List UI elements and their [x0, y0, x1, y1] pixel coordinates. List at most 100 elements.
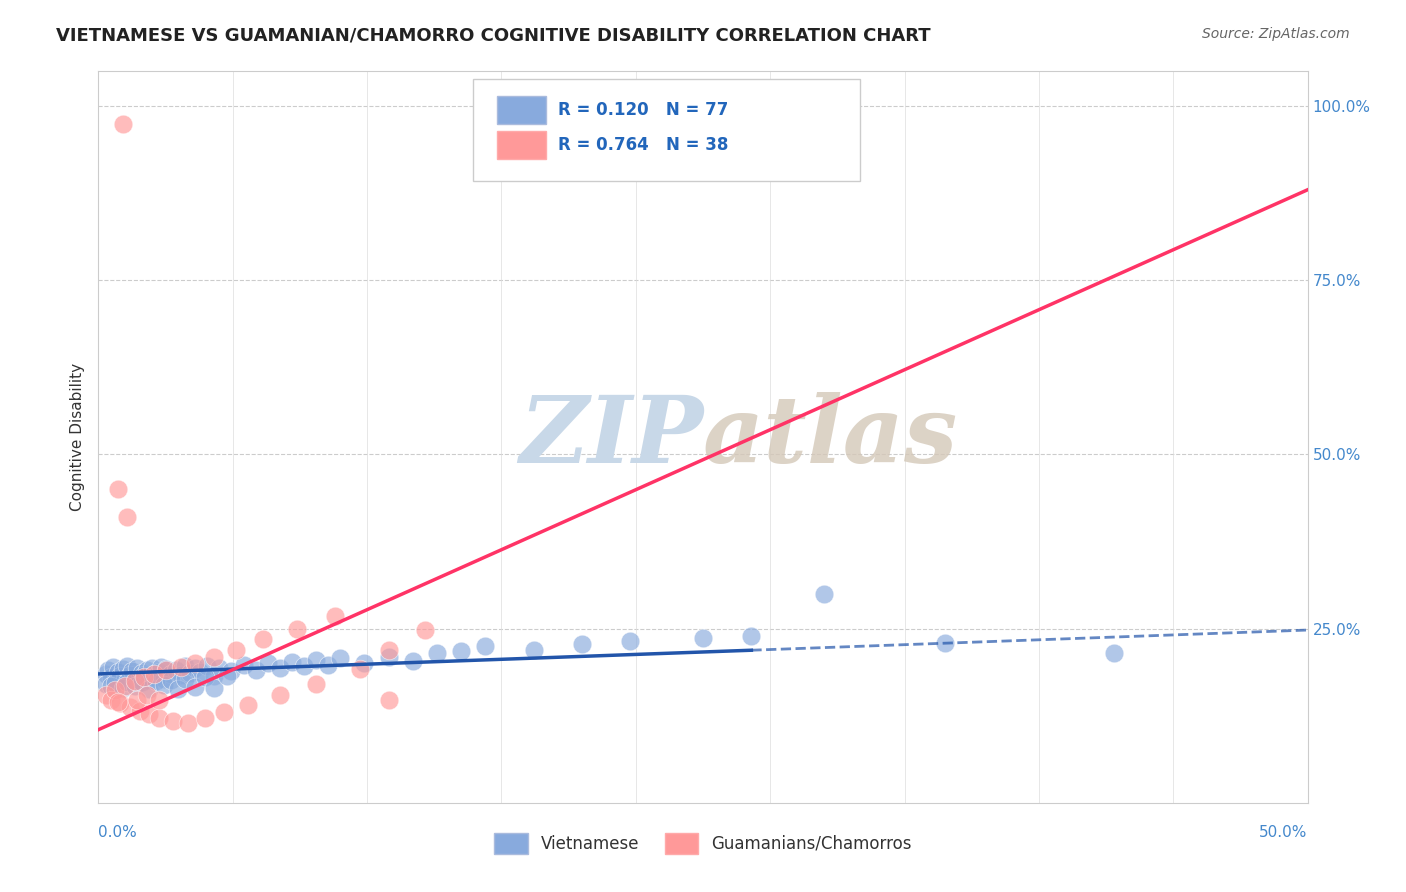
Point: [141, 661, 163, 675]
Point: [1102, 646, 1125, 660]
Point: [208, 660, 231, 674]
Text: 0.0%: 0.0%: [98, 825, 138, 839]
Point: [107, 483, 129, 497]
Point: [128, 704, 150, 718]
Point: [245, 663, 267, 677]
Point: [160, 667, 183, 681]
Point: [100, 679, 122, 693]
Point: [571, 637, 593, 651]
Point: [117, 510, 139, 524]
Point: [127, 660, 149, 674]
Point: [174, 672, 197, 686]
Point: [167, 681, 190, 696]
Point: [165, 664, 187, 678]
Point: [204, 669, 226, 683]
Point: [184, 657, 207, 671]
Point: [117, 675, 139, 690]
Point: [138, 673, 160, 687]
Point: [124, 673, 146, 688]
Point: [285, 622, 308, 636]
Point: [221, 664, 243, 678]
Point: [131, 674, 153, 689]
Point: [148, 665, 170, 679]
Point: [143, 670, 166, 684]
Point: [619, 634, 641, 648]
Point: [353, 656, 375, 670]
Point: [104, 676, 127, 690]
Point: [349, 662, 371, 676]
Point: [269, 688, 291, 702]
Point: [117, 659, 139, 673]
Point: [377, 692, 399, 706]
Point: [316, 657, 339, 672]
Point: [107, 695, 129, 709]
Point: [111, 117, 134, 131]
Point: [215, 669, 238, 683]
Point: [184, 661, 207, 675]
Point: [174, 658, 197, 673]
Point: [934, 635, 956, 649]
Point: [145, 666, 167, 681]
Point: [169, 660, 191, 674]
FancyBboxPatch shape: [498, 96, 546, 124]
Point: [155, 664, 177, 678]
Point: [127, 692, 149, 706]
Point: [169, 668, 191, 682]
Point: [94, 667, 117, 681]
Point: [114, 672, 136, 686]
Point: [377, 649, 399, 664]
Text: R = 0.120   N = 77: R = 0.120 N = 77: [558, 101, 728, 120]
Point: [450, 644, 472, 658]
Point: [128, 671, 150, 685]
Point: [131, 665, 153, 680]
Point: [177, 715, 200, 730]
Point: [194, 670, 217, 684]
Point: [212, 705, 235, 719]
Point: [111, 662, 134, 676]
Point: [305, 653, 328, 667]
Point: [281, 655, 304, 669]
Point: [204, 649, 226, 664]
Point: [256, 657, 278, 671]
Point: [118, 668, 141, 682]
Point: [94, 677, 117, 691]
Text: Source: ZipAtlas.com: Source: ZipAtlas.com: [1202, 27, 1350, 41]
Point: [145, 673, 167, 688]
Legend: Vietnamese, Guamanians/Chamorros: Vietnamese, Guamanians/Chamorros: [488, 827, 918, 860]
Point: [269, 660, 291, 674]
Point: [523, 642, 546, 657]
Point: [292, 659, 315, 673]
Point: [474, 639, 496, 653]
Point: [692, 632, 714, 646]
Point: [114, 679, 136, 693]
Point: [138, 706, 160, 721]
Text: R = 0.764   N = 38: R = 0.764 N = 38: [558, 136, 728, 154]
Point: [97, 664, 120, 678]
Point: [148, 692, 170, 706]
Point: [152, 672, 174, 686]
Point: [162, 714, 184, 728]
Point: [238, 698, 260, 713]
Point: [108, 669, 131, 683]
Point: [225, 642, 247, 657]
Text: ZIP: ZIP: [519, 392, 703, 482]
Point: [121, 664, 143, 678]
Point: [148, 711, 170, 725]
Text: 50.0%: 50.0%: [1260, 825, 1308, 839]
Point: [160, 673, 183, 688]
Point: [94, 688, 117, 702]
Point: [134, 670, 156, 684]
Point: [426, 646, 449, 660]
Point: [402, 654, 425, 668]
Point: [232, 657, 254, 672]
Point: [377, 642, 399, 657]
FancyBboxPatch shape: [474, 78, 860, 181]
Point: [143, 667, 166, 681]
Point: [104, 682, 127, 697]
Point: [124, 680, 146, 694]
Point: [111, 681, 134, 695]
Point: [150, 660, 173, 674]
Point: [135, 688, 157, 702]
Point: [188, 665, 211, 679]
Point: [155, 662, 177, 676]
